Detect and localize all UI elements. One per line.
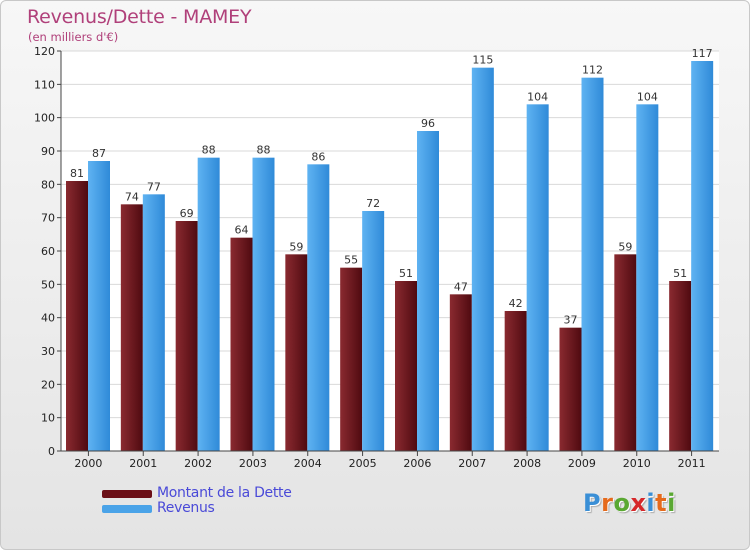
x-tick-label-2011: 2011 [678, 457, 706, 470]
debt-value-label-2004: 59 [289, 240, 303, 253]
debt-value-label-2011: 51 [673, 267, 687, 280]
x-tick-label-2008: 2008 [513, 457, 541, 470]
logo-letter: o [613, 489, 631, 517]
debt-value-label-2003: 64 [235, 224, 249, 237]
revenue-value-label-2003: 88 [257, 144, 271, 157]
grid-lines [61, 50, 719, 452]
y-tick-label: 70 [41, 212, 55, 225]
debt-bar-2001 [120, 204, 143, 451]
x-tick-label-2005: 2005 [349, 457, 377, 470]
debt-value-label-2007: 47 [454, 280, 468, 293]
debt-value-label-2000: 81 [70, 167, 84, 180]
y-tick-label: 100 [34, 112, 55, 125]
revenue-value-label-2004: 86 [311, 150, 325, 163]
proxiti-logo: Proxiti [583, 489, 676, 517]
logo-letter: i [667, 489, 676, 517]
revenue-bar-2009 [581, 77, 604, 452]
revenue-value-label-2005: 72 [366, 197, 380, 210]
y-tick-label: 40 [41, 312, 55, 325]
x-tick-label-2000: 2000 [74, 457, 102, 470]
debt-bar-2003 [230, 237, 253, 451]
revenue-bar-2008 [526, 104, 549, 451]
y-tick-label: 120 [34, 45, 55, 58]
logo-letter: r [601, 489, 614, 517]
revenue-value-label-2007: 115 [472, 54, 493, 67]
revenue-bar-2010 [636, 104, 659, 451]
legend-swatch-revenue [102, 505, 152, 513]
y-tick-label: 80 [41, 178, 55, 191]
debt-bar-2011 [669, 281, 692, 451]
revenue-value-label-2001: 77 [147, 180, 161, 193]
x-tick-label-2007: 2007 [458, 457, 486, 470]
debt-bar-2010 [614, 254, 637, 451]
y-tick-label: 50 [41, 278, 55, 291]
debt-value-label-2008: 42 [509, 297, 523, 310]
debt-bar-2004 [285, 254, 308, 451]
x-tick-label-2006: 2006 [403, 457, 431, 470]
y-tick-label: 90 [41, 145, 55, 158]
bar-series [66, 61, 714, 452]
revenue-value-label-2002: 88 [202, 144, 216, 157]
logo-letter: i [646, 489, 656, 517]
y-tick-label: 0 [48, 445, 55, 458]
y-tick-label: 60 [41, 245, 55, 258]
revenue-bar-2005 [362, 211, 385, 451]
debt-value-label-2002: 69 [180, 207, 194, 220]
debt-value-label-2010: 59 [618, 240, 632, 253]
revenue-bar-2006 [417, 131, 439, 451]
legend-label-debt: Montant de la Dette [157, 485, 292, 501]
revenue-bar-2011 [691, 61, 714, 451]
revenue-bar-2002 [197, 157, 220, 451]
chart-subtitle: (en milliers d'€) [28, 30, 119, 44]
debt-bar-2002 [175, 221, 198, 451]
revenue-bar-2004 [307, 164, 330, 452]
debt-value-label-2009: 37 [564, 314, 578, 327]
revenue-bar-2001 [142, 194, 165, 452]
x-tick-label-2003: 2003 [239, 457, 267, 470]
revenue-bar-2003 [252, 157, 275, 451]
y-tick-label: 30 [41, 345, 55, 358]
x-tick-label-2009: 2009 [568, 457, 596, 470]
debt-value-label-2001: 74 [125, 190, 139, 203]
debt-value-label-2005: 55 [344, 254, 358, 267]
chart-title: Revenus/Dette - MAMEY [27, 6, 252, 28]
debt-bar-2008 [504, 311, 527, 451]
revenue-bar-2007 [471, 67, 494, 452]
debt-bar-2009 [559, 327, 582, 451]
debt-bar-2007 [449, 294, 472, 451]
x-tick-label-2010: 2010 [623, 457, 651, 470]
y-tick-label: 110 [34, 78, 55, 91]
revenue-value-label-2011: 117 [692, 47, 713, 60]
debt-bar-2005 [340, 267, 363, 451]
revenue-value-label-2000: 87 [92, 147, 106, 160]
x-tick-label-2002: 2002 [184, 457, 212, 470]
debt-bar-2006 [395, 281, 417, 451]
revenue-value-label-2010: 104 [637, 90, 658, 103]
debt-bar-2000 [66, 181, 88, 451]
revenue-value-label-2006: 96 [421, 117, 435, 130]
axes: 0 10 20 30 40 50 60 70 80 90 100 110 120 2000 2001 2002… [34, 45, 719, 470]
logo-letter: x [630, 489, 647, 517]
debt-value-label-2006: 51 [399, 267, 413, 280]
y-tick-label: 10 [41, 412, 55, 425]
x-tick-label-2004: 2004 [294, 457, 322, 470]
logo-letter: t [655, 489, 668, 517]
revenue-bar-2000 [88, 161, 110, 451]
data-labels: 81 87 74 77 69 88 64 88 59 86 55 72 51 96 47 115 42 104 37… [70, 47, 713, 327]
x-tick-label-2001: 2001 [129, 457, 157, 470]
legend-label-revenue: Revenus [157, 500, 215, 516]
revenue-value-label-2008: 104 [527, 90, 548, 103]
revenue-value-label-2009: 112 [582, 64, 603, 77]
logo-letter: P [583, 489, 602, 517]
y-tick-label: 20 [41, 378, 55, 391]
legend-swatch-debt [102, 490, 152, 498]
